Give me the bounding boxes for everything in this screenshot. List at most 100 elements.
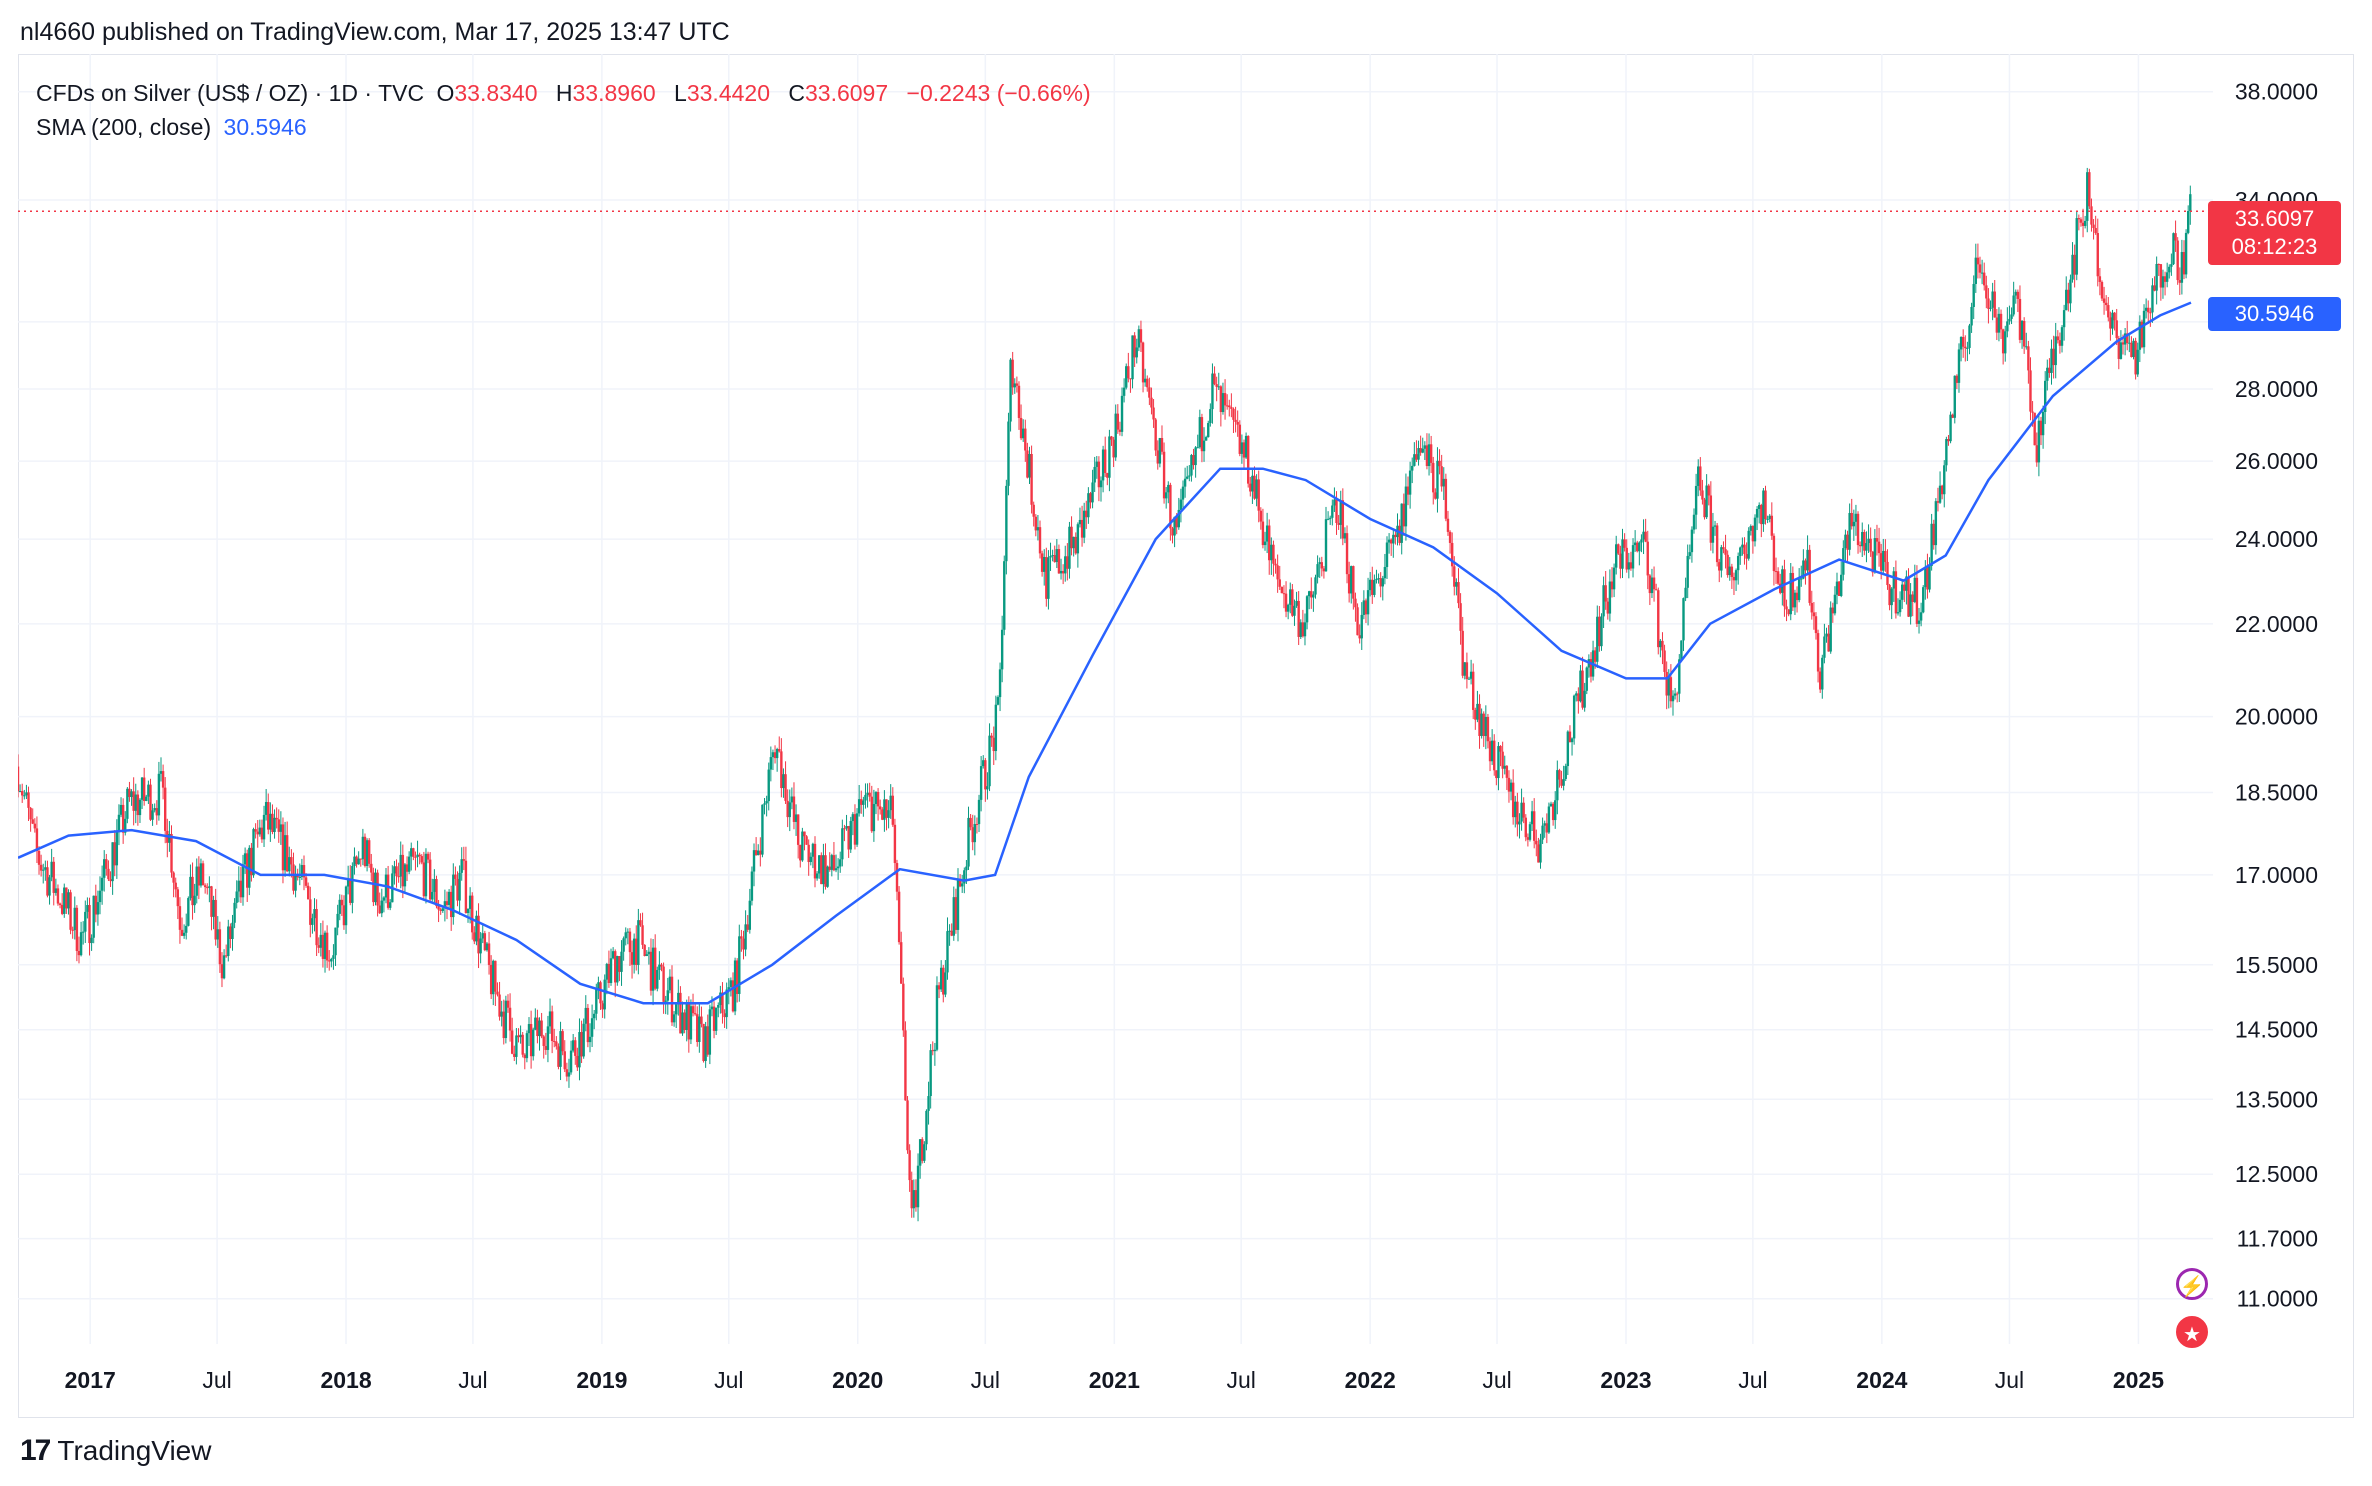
candle-body (1141, 342, 1145, 383)
y-tick-label: 11.0000 (2237, 1286, 2318, 1312)
sma-label[interactable]: SMA (200, close) (36, 114, 212, 140)
candle-body (1307, 591, 1311, 597)
candle-body (1926, 566, 1929, 590)
lightning-icon[interactable]: ⚡ (2176, 1268, 2208, 1300)
y-tick-label: 14.5000 (2235, 1017, 2318, 1043)
candle-body (1440, 466, 1443, 487)
us-flag-icon[interactable]: ★ (2176, 1316, 2208, 1348)
candle-body (1196, 447, 1199, 449)
candle-body (2123, 333, 2127, 345)
low-item: L33.4420 (674, 80, 776, 106)
symbol-label[interactable]: CFDs on Silver (US$ / OZ) · 1D · TVC (36, 80, 425, 106)
candle-body (1457, 582, 1460, 604)
candle-body (1871, 551, 1874, 573)
brand-name: TradingView (57, 1435, 212, 1466)
candle-body (1922, 587, 1925, 613)
candle-body (458, 872, 461, 901)
candle-body (31, 819, 34, 824)
candle-body (2161, 276, 2165, 288)
candle-body (229, 926, 232, 940)
candle-body (182, 932, 186, 936)
x-tick-label: Jul (1995, 1367, 2024, 1393)
candle-body (645, 954, 648, 957)
candle-body (895, 863, 899, 892)
candle-body (687, 1003, 691, 1040)
candle-body (485, 943, 489, 951)
candle-body (1490, 740, 1494, 762)
candle-body (803, 831, 806, 837)
candle-body (1270, 544, 1273, 561)
candle-body (1467, 678, 1471, 680)
candle-body (1497, 746, 1500, 779)
price-chart[interactable]: 38.000034.000030.000028.000026.000024.00… (18, 54, 2354, 1418)
candle-body (725, 989, 728, 1018)
candle-body (1968, 325, 1971, 348)
candle-body (860, 799, 863, 805)
candle-body (342, 905, 346, 926)
candle-body (1076, 524, 1080, 554)
candle-body (1852, 521, 1856, 527)
candle-body (582, 1023, 585, 1057)
candle-body (698, 1016, 701, 1042)
candle-body (412, 848, 415, 857)
candle-body (405, 864, 409, 872)
candle-body (1230, 407, 1233, 409)
candle-body (1125, 366, 1128, 388)
candle-body (210, 886, 213, 917)
candle-body (389, 902, 392, 908)
candle-body (262, 814, 266, 840)
candle-body (1964, 346, 1967, 349)
candle-body (740, 936, 743, 939)
candle-body (1339, 500, 1342, 525)
candle-body (1665, 671, 1668, 696)
candle-body (1028, 454, 1031, 478)
candle-body (1474, 709, 1477, 720)
candle-body (1251, 475, 1254, 492)
candle-body (1375, 578, 1378, 581)
candle-body (149, 784, 152, 820)
candle-body (77, 950, 81, 956)
candle-body (138, 799, 142, 816)
candle-body (881, 809, 884, 820)
candle-body (2027, 346, 2030, 371)
x-tick-label: 2022 (1345, 1367, 1396, 1393)
price-axis: 38.000034.000030.000028.000026.000024.00… (2235, 79, 2318, 1312)
candle-body (2098, 276, 2102, 282)
candle-body (1110, 436, 1113, 440)
candle-body (300, 865, 304, 878)
candle-body (2134, 340, 2137, 375)
candle-body (1223, 393, 1227, 406)
candle-body (454, 874, 457, 879)
candle-body (1936, 501, 1940, 503)
candle-body (952, 897, 955, 936)
candle-body (1669, 677, 1673, 702)
x-tick-label: Jul (1482, 1367, 1511, 1393)
candle-body (2052, 348, 2055, 366)
candle-body (885, 799, 888, 818)
candle-body (1530, 811, 1534, 825)
candle-body (1074, 536, 1077, 554)
candle-body (550, 1011, 554, 1042)
candle-body (775, 749, 779, 759)
candle-body (349, 879, 352, 903)
candle-body (925, 1110, 928, 1145)
candle-body (504, 1000, 508, 1039)
candle-body (1770, 515, 1774, 536)
candle-body (662, 966, 665, 1002)
candle-body (2136, 349, 2139, 375)
candle-body (157, 773, 161, 816)
candle-body (935, 985, 939, 1050)
tradingview-logo[interactable]: 17 TradingView (20, 1434, 211, 1468)
candle-body (1854, 513, 1858, 522)
candle-body (208, 886, 211, 888)
candle-body (515, 1035, 518, 1057)
candle-body (1116, 413, 1120, 430)
candle-body (889, 795, 892, 811)
candle-body (1648, 575, 1652, 594)
candle-body (635, 938, 638, 965)
candle-body (267, 801, 270, 830)
candle-body (1255, 479, 1258, 499)
candle-body (264, 801, 268, 815)
candle-body (813, 843, 817, 879)
candle-body (376, 872, 379, 906)
